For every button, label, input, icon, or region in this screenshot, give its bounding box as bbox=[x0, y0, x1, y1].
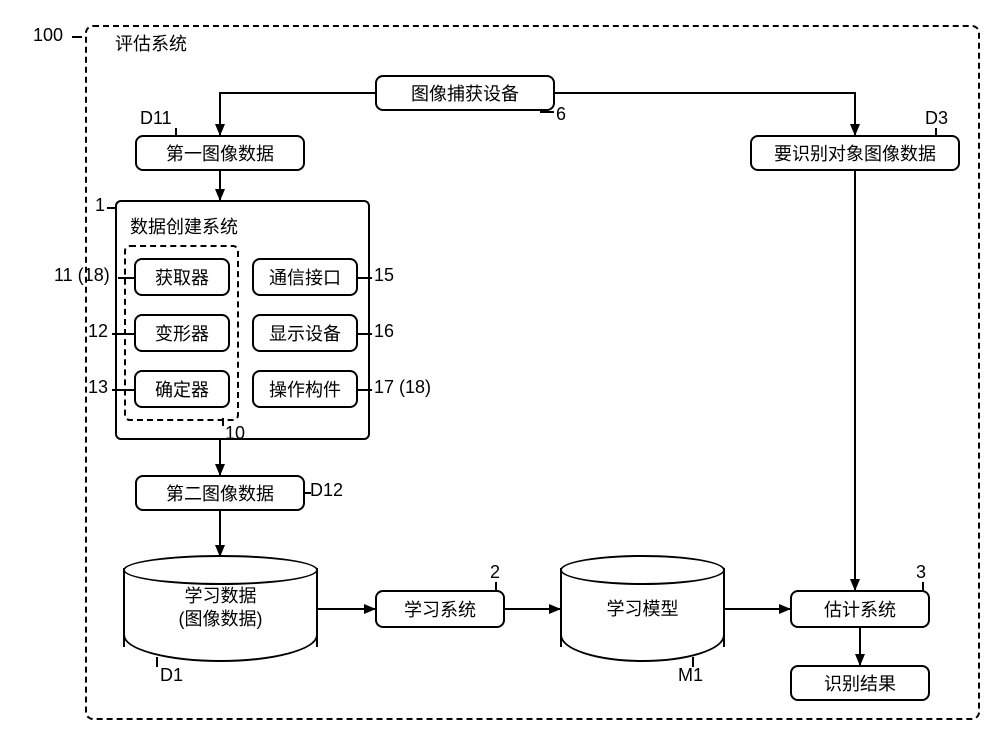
frame1-tick bbox=[107, 207, 117, 209]
comm-box: 通信接口 bbox=[252, 258, 358, 296]
transformer-box: 变形器 bbox=[134, 314, 230, 352]
transformer-label: 变形器 bbox=[155, 320, 209, 346]
acquirer-num: 11 (18) bbox=[54, 265, 110, 286]
creation-title: 数据创建系统 bbox=[130, 213, 238, 239]
creation-group-num: 10 bbox=[225, 423, 245, 444]
comm-label: 通信接口 bbox=[269, 264, 341, 290]
learning-data-line2: (图像数据) bbox=[179, 609, 263, 629]
d3-tick bbox=[935, 128, 937, 136]
operate-label: 操作构件 bbox=[269, 376, 341, 402]
diagram-canvas: 100 评估系统 图像捕获设备 6 第一图像数据 D11 要识别对象图像数据 D… bbox=[0, 0, 1000, 733]
estimate-system-label: 估计系统 bbox=[824, 596, 896, 622]
display-num: 16 bbox=[374, 321, 394, 342]
n16-tick bbox=[358, 333, 372, 335]
operate-num: 17 (18) bbox=[374, 377, 431, 398]
result-label: 识别结果 bbox=[824, 670, 896, 696]
learning-system-label: 学习系统 bbox=[404, 596, 476, 622]
operate-box: 操作构件 bbox=[252, 370, 358, 408]
object-image-box: 要识别对象图像数据 bbox=[750, 135, 960, 171]
capture-tick bbox=[540, 111, 554, 113]
n17-tick bbox=[358, 389, 372, 391]
acquirer-box: 获取器 bbox=[134, 258, 230, 296]
n3-tick bbox=[922, 582, 924, 590]
acquirer-label: 获取器 bbox=[155, 264, 209, 290]
creation-num: 1 bbox=[95, 195, 105, 216]
learning-data-cylinder: 学习数据 (图像数据) bbox=[123, 555, 318, 660]
n11-tick bbox=[118, 277, 134, 279]
capture-device-label: 图像捕获设备 bbox=[411, 80, 519, 106]
estimate-system-num: 3 bbox=[916, 562, 926, 583]
determiner-label: 确定器 bbox=[155, 376, 209, 402]
n15-tick bbox=[358, 277, 372, 279]
display-box: 显示设备 bbox=[252, 314, 358, 352]
m1-tick bbox=[692, 657, 694, 667]
learning-model-label: 学习模型 bbox=[607, 595, 679, 621]
estimate-system-box: 估计系统 bbox=[790, 590, 930, 628]
second-image-box: 第二图像数据 bbox=[135, 475, 305, 511]
capture-device-box: 图像捕获设备 bbox=[375, 75, 555, 111]
learning-data-text: 学习数据 (图像数据) bbox=[179, 585, 263, 630]
learning-model-num: M1 bbox=[678, 665, 703, 686]
learning-model-cylinder: 学习模型 bbox=[560, 555, 725, 660]
learning-data-num: D1 bbox=[160, 665, 183, 686]
learning-system-box: 学习系统 bbox=[375, 590, 505, 628]
n12-tick bbox=[112, 333, 134, 335]
capture-device-num: 6 bbox=[556, 104, 566, 125]
n13-tick bbox=[112, 389, 134, 391]
outer-num: 100 bbox=[33, 25, 63, 46]
d11-tick bbox=[175, 128, 177, 136]
first-image-num: D11 bbox=[140, 108, 172, 129]
comm-num: 15 bbox=[374, 265, 394, 286]
second-image-label: 第二图像数据 bbox=[166, 480, 274, 506]
d12-tick bbox=[303, 492, 311, 494]
determiner-box: 确定器 bbox=[134, 370, 230, 408]
object-image-label: 要识别对象图像数据 bbox=[774, 140, 936, 166]
d1-tick bbox=[156, 657, 158, 667]
display-label: 显示设备 bbox=[269, 320, 341, 346]
learning-system-num: 2 bbox=[490, 562, 500, 583]
learning-data-line1: 学习数据 bbox=[185, 586, 257, 606]
result-box: 识别结果 bbox=[790, 665, 930, 701]
second-image-num: D12 bbox=[310, 480, 343, 501]
first-image-label: 第一图像数据 bbox=[166, 140, 274, 166]
first-image-box: 第一图像数据 bbox=[135, 135, 305, 171]
outer-tick bbox=[72, 36, 82, 38]
n2-tick bbox=[495, 582, 497, 590]
group10-tick bbox=[222, 418, 224, 426]
outer-title: 评估系统 bbox=[115, 30, 187, 56]
object-image-num: D3 bbox=[925, 108, 948, 129]
determiner-num: 13 bbox=[88, 377, 108, 398]
transformer-num: 12 bbox=[88, 321, 108, 342]
